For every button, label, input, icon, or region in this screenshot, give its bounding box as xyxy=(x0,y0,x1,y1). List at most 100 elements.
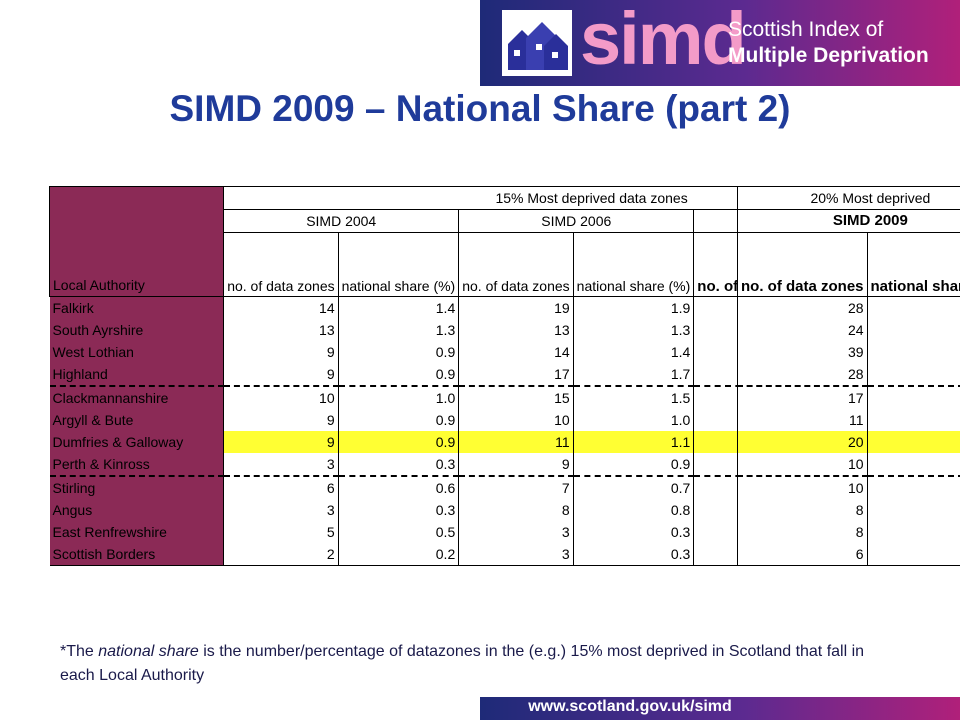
value-cell: 8 xyxy=(737,521,868,543)
value-cell: 1.8 xyxy=(866,319,960,341)
value-cell: 0.3 xyxy=(572,543,695,566)
value-cell: 0.9 xyxy=(337,341,460,363)
value-cell: 9 xyxy=(223,431,339,453)
value-cell: 0.9 xyxy=(572,453,695,477)
value-cell: 6 xyxy=(737,543,868,566)
value-cell: 19 xyxy=(458,296,574,319)
col-share-2004: national share (%) xyxy=(337,232,460,297)
footer-url-link[interactable]: www.scotland.gov.uk/simd xyxy=(528,698,732,715)
value-cell: 2 xyxy=(223,543,339,566)
value-cell: 1.0 xyxy=(572,409,695,431)
value-cell: 13 xyxy=(458,319,574,341)
value-cell: 0.5 xyxy=(337,521,460,543)
value-cell: 1.4 xyxy=(337,296,460,319)
value-cell: 1.5 xyxy=(866,431,960,453)
page-title: SIMD 2009 – National Share (part 2) xyxy=(169,88,791,129)
value-cell: 3 xyxy=(223,453,339,477)
value-cell: 1.7 xyxy=(572,363,695,387)
value-cell: 7 xyxy=(458,476,574,499)
logo-wordmark: simd xyxy=(580,0,747,80)
value-cell: 10 xyxy=(737,476,868,499)
value-cell: 9 xyxy=(223,363,339,387)
table-20-percent: 20% Most deprived SIMD 2009 no. of data … xyxy=(737,186,960,566)
footnote-pre: *The xyxy=(60,643,99,660)
logo-subtitle-line2: Multiple Deprivation xyxy=(728,44,929,67)
local-authority-name: Stirling xyxy=(49,476,224,499)
value-cell: 1.5 xyxy=(572,386,695,409)
value-cell: 9 xyxy=(223,341,339,363)
col-zones-2006: no. of data zones xyxy=(458,232,574,297)
value-cell: 0.9 xyxy=(337,409,460,431)
value-cell: 2.2 xyxy=(866,296,960,319)
value-cell: 6 xyxy=(223,476,339,499)
value-cell: 0.3 xyxy=(337,499,460,521)
logo-subtitle-line1: Scottish Index of xyxy=(728,18,884,41)
local-authority-name: Highland xyxy=(49,363,224,387)
local-authority-header: Local Authority xyxy=(48,186,225,297)
value-cell: 39 xyxy=(737,341,868,363)
value-cell: 0.6 xyxy=(866,499,960,521)
value-cell: 1.3 xyxy=(866,386,960,409)
value-cell: 15 xyxy=(458,386,574,409)
value-cell: 1.3 xyxy=(572,319,695,341)
table-row: 110.8 xyxy=(737,409,960,431)
value-cell: 13 xyxy=(223,319,339,341)
value-cell: 10 xyxy=(223,386,339,409)
local-authority-name: Angus xyxy=(49,499,224,521)
value-cell: 11 xyxy=(737,409,868,431)
local-authority-name: Clackmannanshire xyxy=(49,386,224,409)
value-cell: 3.0 xyxy=(866,341,960,363)
table-row: 80.6 xyxy=(737,499,960,521)
col-zones-2004: no. of data zones xyxy=(223,232,339,297)
value-cell: 14 xyxy=(223,296,339,319)
table-row: 171.3 xyxy=(737,386,960,409)
local-authority-name: South Ayrshire xyxy=(49,319,224,341)
value-cell: 28 xyxy=(737,296,868,319)
value-cell: 28 xyxy=(737,363,868,387)
value-cell: 0.9 xyxy=(337,431,460,453)
table-row: 201.5 xyxy=(737,431,960,453)
value-cell: 0.3 xyxy=(572,521,695,543)
value-cell: 0.8 xyxy=(866,476,960,499)
local-authority-name: Falkirk xyxy=(49,296,224,319)
local-authority-name: Scottish Borders xyxy=(49,543,224,566)
value-cell: 8 xyxy=(458,499,574,521)
col-zones-2009-20: no. of data zones xyxy=(737,232,868,297)
simd2004-header: SIMD 2004 xyxy=(223,209,460,233)
local-authority-name: Perth & Kinross xyxy=(49,453,224,477)
value-cell: 1.4 xyxy=(572,341,695,363)
footnote: *The national share is the number/percen… xyxy=(60,640,880,688)
value-cell: 3 xyxy=(458,521,574,543)
table-row: 100.8 xyxy=(737,453,960,477)
value-cell: 20 xyxy=(737,431,868,453)
footnote-emphasis: national share xyxy=(98,643,199,660)
value-cell: 1.3 xyxy=(337,319,460,341)
value-cell: 2.2 xyxy=(866,363,960,387)
value-cell: 0.8 xyxy=(572,499,695,521)
value-cell: 1.9 xyxy=(572,296,695,319)
value-cell: 1.1 xyxy=(572,431,695,453)
table-row: 282.2 xyxy=(737,363,960,387)
houses-logo-icon xyxy=(502,10,572,76)
col-share-2006: national share (%) xyxy=(572,232,695,297)
table-row: 282.2 xyxy=(737,296,960,319)
value-cell: 8 xyxy=(737,499,868,521)
value-cell: 0.6 xyxy=(337,476,460,499)
local-authority-name: East Renfrewshire xyxy=(49,521,224,543)
simd2009-header-20: SIMD 2009 xyxy=(737,209,960,233)
local-authority-name: Argyll & Bute xyxy=(49,409,224,431)
value-cell: 10 xyxy=(737,453,868,477)
value-cell: 17 xyxy=(458,363,574,387)
value-cell: 9 xyxy=(458,453,574,477)
value-cell: 0.7 xyxy=(572,476,695,499)
local-authority-name: West Lothian xyxy=(49,341,224,363)
value-cell: 0.2 xyxy=(337,543,460,566)
value-cell: 0.6 xyxy=(866,521,960,543)
value-cell: 14 xyxy=(458,341,574,363)
table-row: 60.5 xyxy=(737,543,960,566)
value-cell: 17 xyxy=(737,386,868,409)
value-cell: 0.8 xyxy=(866,409,960,431)
logo-banner: simd Scottish Index of Multiple Deprivat… xyxy=(480,0,960,86)
table-row: 393.0 xyxy=(737,341,960,363)
simd2006-header: SIMD 2006 xyxy=(458,209,695,233)
